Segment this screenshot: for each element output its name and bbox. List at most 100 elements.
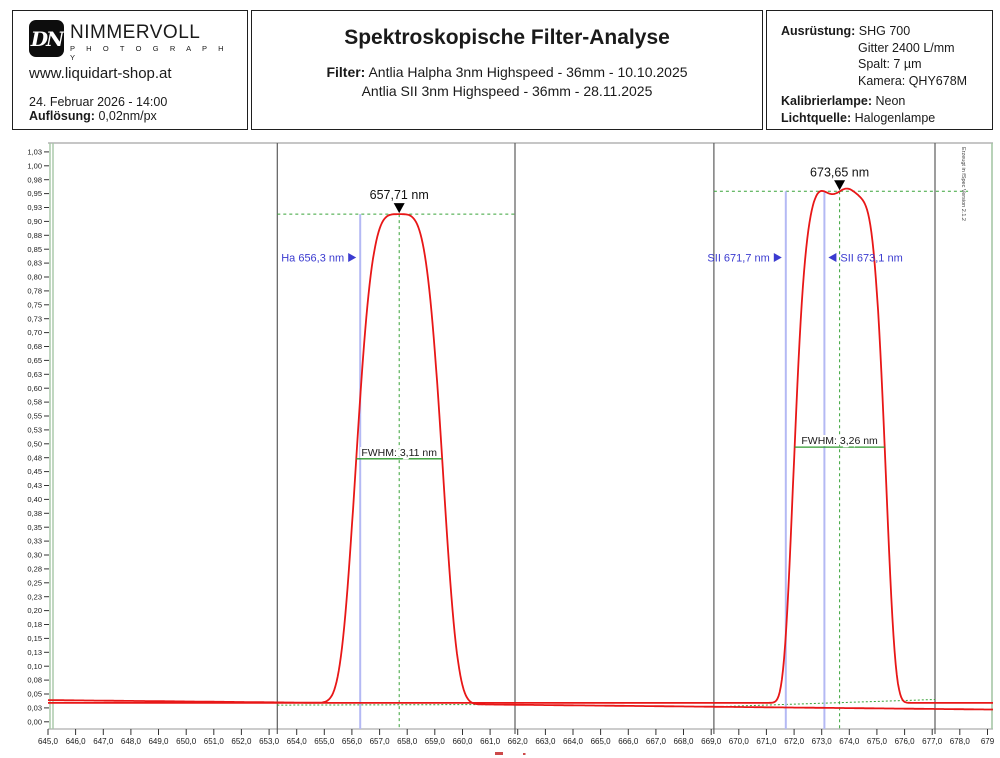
svg-text:0,58: 0,58 <box>27 398 42 407</box>
svg-text:0,18: 0,18 <box>27 620 42 629</box>
svg-text:674,0: 674,0 <box>839 737 860 746</box>
svg-text:650,0: 650,0 <box>176 737 197 746</box>
svg-text:0,45: 0,45 <box>27 467 42 476</box>
svg-text:666,0: 666,0 <box>618 737 639 746</box>
logo: DN NIMMERVOLL P H O T O G R A P H Y <box>29 20 235 62</box>
svg-text:0,38: 0,38 <box>27 509 42 518</box>
svg-text:668,0: 668,0 <box>673 737 694 746</box>
svg-text:FWHM: 3,11 nm: FWHM: 3,11 nm <box>361 447 437 459</box>
filter-line-2: Antlia SII 3nm Highspeed - 36mm - 28.11.… <box>361 83 653 99</box>
svg-text:656,0: 656,0 <box>342 737 363 746</box>
svg-text:0,20: 0,20 <box>27 606 42 615</box>
equipment-value: SHG 700 <box>855 24 911 38</box>
svg-text:670,0: 670,0 <box>729 737 750 746</box>
svg-text:0,95: 0,95 <box>27 189 42 198</box>
svg-text:665,0: 665,0 <box>591 737 612 746</box>
logo-monogram-icon: DN <box>29 20 64 57</box>
svg-text:0,85: 0,85 <box>27 245 42 254</box>
svg-text:0,68: 0,68 <box>27 342 42 351</box>
region-boundaries <box>276 143 936 734</box>
resolution-line: Auflösung: 0,02nm/px <box>29 109 235 123</box>
svg-text:0,70: 0,70 <box>27 328 42 337</box>
svg-text:657,71 nm: 657,71 nm <box>370 188 429 202</box>
light-source-label: Lichtquelle: <box>781 110 852 125</box>
bottom-artifact-marks <box>495 752 526 755</box>
filter-line-1: Filter: Antlia Halpha 3nm Highspeed - 36… <box>252 64 762 80</box>
svg-text:0,13: 0,13 <box>27 648 42 657</box>
svg-text:0,90: 0,90 <box>27 217 42 226</box>
svg-text:676,0: 676,0 <box>895 737 916 746</box>
resolution-label: Auflösung: <box>29 109 95 123</box>
svg-text:652,0: 652,0 <box>231 737 252 746</box>
svg-text:653,0: 653,0 <box>259 737 280 746</box>
equipment-line: Ausrüstung: SHG 700 <box>781 23 982 40</box>
calibration-lamp-line: Kalibrierlampe: Neon <box>781 93 982 110</box>
equipment-label: Ausrüstung: <box>781 24 856 38</box>
chart-watermark: Erzeugt in fSpec Version 2.1.2 <box>960 147 966 221</box>
logo-brand-name: NIMMERVOLL <box>70 22 201 43</box>
svg-text:0,08: 0,08 <box>27 676 42 685</box>
svg-text:649,0: 649,0 <box>148 737 169 746</box>
svg-text:0,33: 0,33 <box>27 537 42 546</box>
svg-text:0,55: 0,55 <box>27 412 42 421</box>
svg-text:0,83: 0,83 <box>27 259 42 268</box>
filter-label: Filter: <box>326 64 366 80</box>
calibration-lamp-value: Neon <box>872 94 906 108</box>
svg-text:660,0: 660,0 <box>452 737 473 746</box>
equipment-grating: Gitter 2400 L/mm <box>858 40 955 55</box>
svg-text:0,40: 0,40 <box>27 495 42 504</box>
svg-text:SII 673,1 nm: SII 673,1 nm <box>840 252 902 264</box>
svg-text:0,03: 0,03 <box>27 704 42 713</box>
light-source-value: Halogenlampe <box>851 110 936 125</box>
svg-text:0,25: 0,25 <box>27 578 42 587</box>
svg-text:678,0: 678,0 <box>950 737 971 746</box>
light-source-line: Lichtquelle: Halogenlampe <box>781 110 982 127</box>
svg-text:646,0: 646,0 <box>66 737 87 746</box>
svg-text:0,88: 0,88 <box>27 231 42 240</box>
svg-text:672,0: 672,0 <box>784 737 805 746</box>
svg-text:664,0: 664,0 <box>563 737 584 746</box>
svg-text:0,98: 0,98 <box>27 175 42 184</box>
svg-text:648,0: 648,0 <box>121 737 142 746</box>
y-axis: 0,00 0,03 0,05 0,08 0,10 0,13 0,15 0,18 0,20 0,23… <box>27 148 49 726</box>
svg-text:0,05: 0,05 <box>27 690 42 699</box>
svg-text:0,00: 0,00 <box>27 717 42 726</box>
svg-text:671,0: 671,0 <box>756 737 777 746</box>
svg-text:0,80: 0,80 <box>27 273 42 282</box>
svg-text:654,0: 654,0 <box>287 737 308 746</box>
svg-text:0,63: 0,63 <box>27 370 42 379</box>
svg-text:0,73: 0,73 <box>27 314 42 323</box>
svg-text:661,0: 661,0 <box>480 737 501 746</box>
svg-text:0,75: 0,75 <box>27 300 42 309</box>
resolution-value: 0,02nm/px <box>94 109 157 123</box>
svg-text:0,43: 0,43 <box>27 481 42 490</box>
svg-text:662,0: 662,0 <box>508 737 529 746</box>
svg-text:673,0: 673,0 <box>812 737 833 746</box>
equipment-camera: Kamera: QHY678M <box>858 73 968 88</box>
svg-text:657,0: 657,0 <box>370 737 391 746</box>
header-center-box: Spektroskopische Filter-Analyse Filter: … <box>251 10 763 130</box>
svg-text:658,0: 658,0 <box>397 737 418 746</box>
svg-text:679: 679 <box>981 737 995 746</box>
svg-text:0,93: 0,93 <box>27 203 42 212</box>
fwhm-annotations: FWHM: 3,11 nm FWHM: 3,26 nm <box>356 433 885 461</box>
svg-text:1,03: 1,03 <box>27 148 42 157</box>
peak-markers: 657,71 nm 673,65 nm <box>370 165 869 214</box>
svg-text:SII 671,7 nm: SII 671,7 nm <box>707 252 769 264</box>
svg-text:667,0: 667,0 <box>646 737 667 746</box>
svg-text:FWHM: 3,26 nm: FWHM: 3,26 nm <box>801 435 878 447</box>
svg-text:0,28: 0,28 <box>27 565 42 574</box>
svg-text:673,65 nm: 673,65 nm <box>810 165 869 179</box>
svg-text:0,48: 0,48 <box>27 453 42 462</box>
logo-brand-sub: P H O T O G R A P H Y <box>70 44 229 62</box>
svg-text:Erzeugt in fSpec Version 2.1.2: Erzeugt in fSpec Version 2.1.2 <box>960 147 966 221</box>
website-url: www.liquidart-shop.at <box>29 65 172 82</box>
svg-text:677,0: 677,0 <box>922 737 943 746</box>
spectrum-curves <box>48 187 993 711</box>
x-axis: 645,0 646,0 647,0 648,0 649,0 650,0 651,0 652,0… <box>38 729 995 746</box>
svg-text:0,30: 0,30 <box>27 551 42 560</box>
svg-text:0,78: 0,78 <box>27 287 42 296</box>
peak-guide-lines <box>277 190 969 729</box>
equipment-slit: Spalt: 7 µm <box>858 57 922 71</box>
